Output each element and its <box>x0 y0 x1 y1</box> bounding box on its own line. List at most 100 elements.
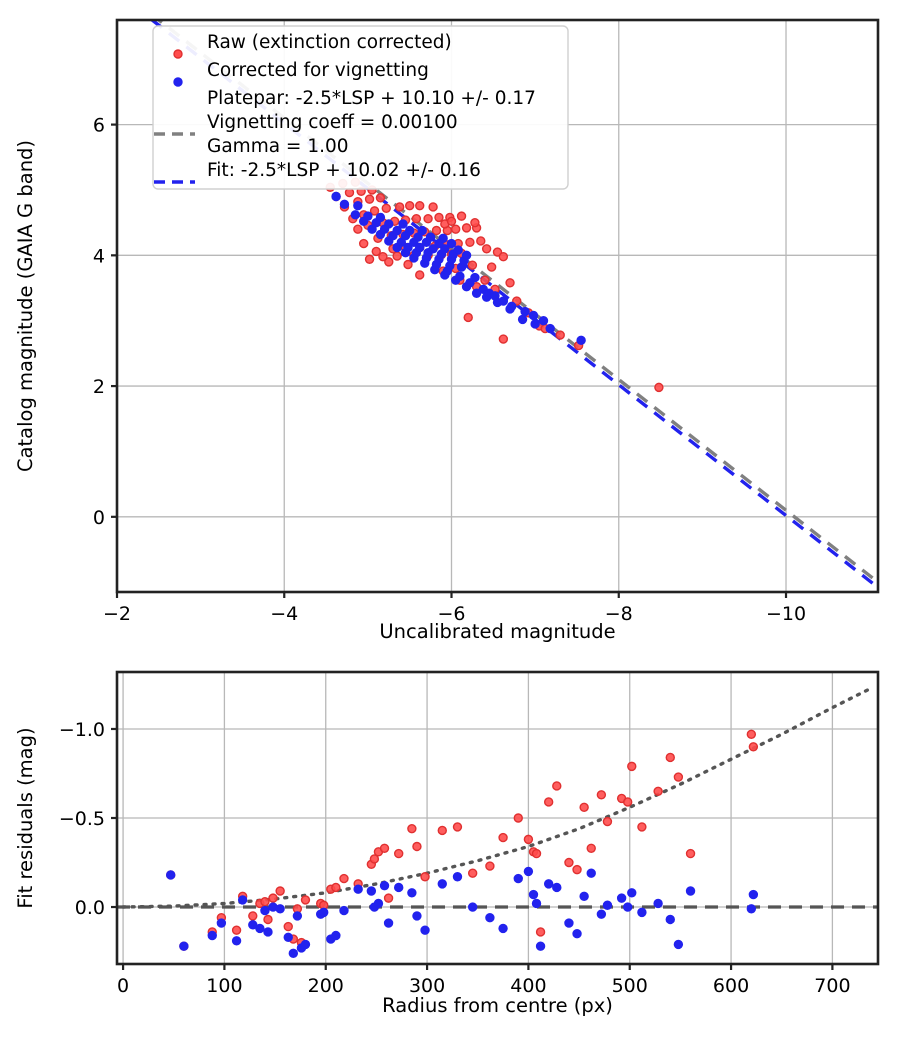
data-point <box>339 905 349 916</box>
data-point <box>637 907 647 918</box>
data-point <box>746 904 757 914</box>
plot-frame <box>115 18 880 594</box>
data-point <box>381 203 391 213</box>
x-tick-label: −6 <box>437 603 465 625</box>
data-point <box>384 219 394 229</box>
data-point <box>470 217 480 228</box>
data-point <box>535 941 546 951</box>
data-point <box>596 790 607 800</box>
data-point <box>452 872 463 882</box>
legend-marker-raw <box>173 49 183 59</box>
y-tick-label: 0.0 <box>75 897 105 919</box>
data-point <box>407 823 417 834</box>
data-point <box>453 245 463 255</box>
data-point <box>375 212 386 223</box>
data-point <box>450 224 461 234</box>
panel-fit-residuals: 0 100 200 300 400 500 600 700 0.0 −0.5 −1.0 Radius … <box>14 670 880 1017</box>
data-point <box>653 786 663 796</box>
data-point <box>465 237 475 247</box>
data-point <box>260 905 270 916</box>
data-point <box>531 898 542 909</box>
data-point <box>283 932 293 942</box>
data-point <box>379 880 390 891</box>
data-point <box>263 927 273 937</box>
x-tick-label: −2 <box>103 603 131 625</box>
data-point <box>602 816 613 827</box>
data-point <box>364 254 375 264</box>
data-point <box>528 889 539 900</box>
data-point <box>452 822 463 832</box>
series-corrected <box>166 866 759 959</box>
data-point <box>275 886 285 896</box>
data-point <box>373 898 384 909</box>
data-point <box>275 904 285 914</box>
data-point <box>748 742 759 752</box>
data-point <box>415 242 425 253</box>
series-raw <box>325 177 664 393</box>
data-point <box>353 884 363 894</box>
x-axis-label-uncalibrated-magnitude: Uncalibrated magnitude <box>379 620 615 643</box>
data-point <box>363 211 373 221</box>
data-point <box>545 323 555 334</box>
data-point <box>485 913 495 923</box>
data-point <box>179 941 189 951</box>
data-point <box>358 238 369 249</box>
x-tick-label: 700 <box>814 975 850 997</box>
data-point <box>523 866 534 877</box>
data-point <box>369 206 380 216</box>
data-point <box>748 889 759 900</box>
data-point <box>485 861 495 871</box>
data-point <box>579 891 589 902</box>
data-point <box>255 923 265 934</box>
data-point <box>411 214 422 224</box>
gridlines <box>117 672 878 964</box>
data-point <box>586 843 596 853</box>
data-point <box>403 259 413 270</box>
data-point <box>260 896 270 907</box>
data-point <box>446 216 457 227</box>
data-point <box>654 382 664 393</box>
data-point <box>531 848 542 859</box>
legend-label: Gamma = 1.00 <box>207 136 349 157</box>
data-point <box>746 729 757 740</box>
y-tick-label: 6 <box>93 115 105 137</box>
data-point <box>552 781 562 791</box>
scatter-points <box>325 177 664 393</box>
data-point <box>367 224 377 234</box>
data-point <box>498 296 509 306</box>
data-point <box>579 802 589 813</box>
data-point <box>461 250 472 261</box>
x-axis-label-radius-from-centre: Radius from centre (px) <box>382 994 613 1017</box>
data-point <box>498 251 509 262</box>
x-tick-label: 300 <box>409 975 445 997</box>
data-point <box>415 270 425 280</box>
data-point <box>523 834 534 845</box>
data-point <box>366 886 377 896</box>
y-tick-label: 4 <box>93 245 105 267</box>
data-point <box>379 843 390 853</box>
data-point <box>331 191 341 202</box>
x-tick-label: 200 <box>308 975 344 997</box>
data-point <box>420 925 430 935</box>
data-point <box>564 857 574 868</box>
data-point <box>231 936 242 946</box>
panel-photometric-calibration: −2 −4 −6 −8 −10 0 2 4 6 Uncalibrated magnitude Cat… <box>14 18 880 643</box>
y-tick-label: 2 <box>93 376 105 398</box>
data-point <box>520 306 530 317</box>
x-tick-label: 0 <box>117 975 129 997</box>
x-tick-label: 500 <box>612 975 648 997</box>
legend-label: Raw (extinction corrected) <box>207 32 452 53</box>
data-point <box>207 930 217 941</box>
data-point <box>237 895 248 905</box>
data-point <box>486 262 497 272</box>
data-point <box>480 275 490 285</box>
data-point <box>288 948 299 959</box>
data-point <box>384 257 394 267</box>
data-point <box>300 895 311 905</box>
data-point <box>653 898 663 909</box>
data-point <box>434 212 444 223</box>
data-point <box>339 199 350 210</box>
y-tick-label: −0.5 <box>59 808 105 830</box>
data-point <box>673 772 684 782</box>
